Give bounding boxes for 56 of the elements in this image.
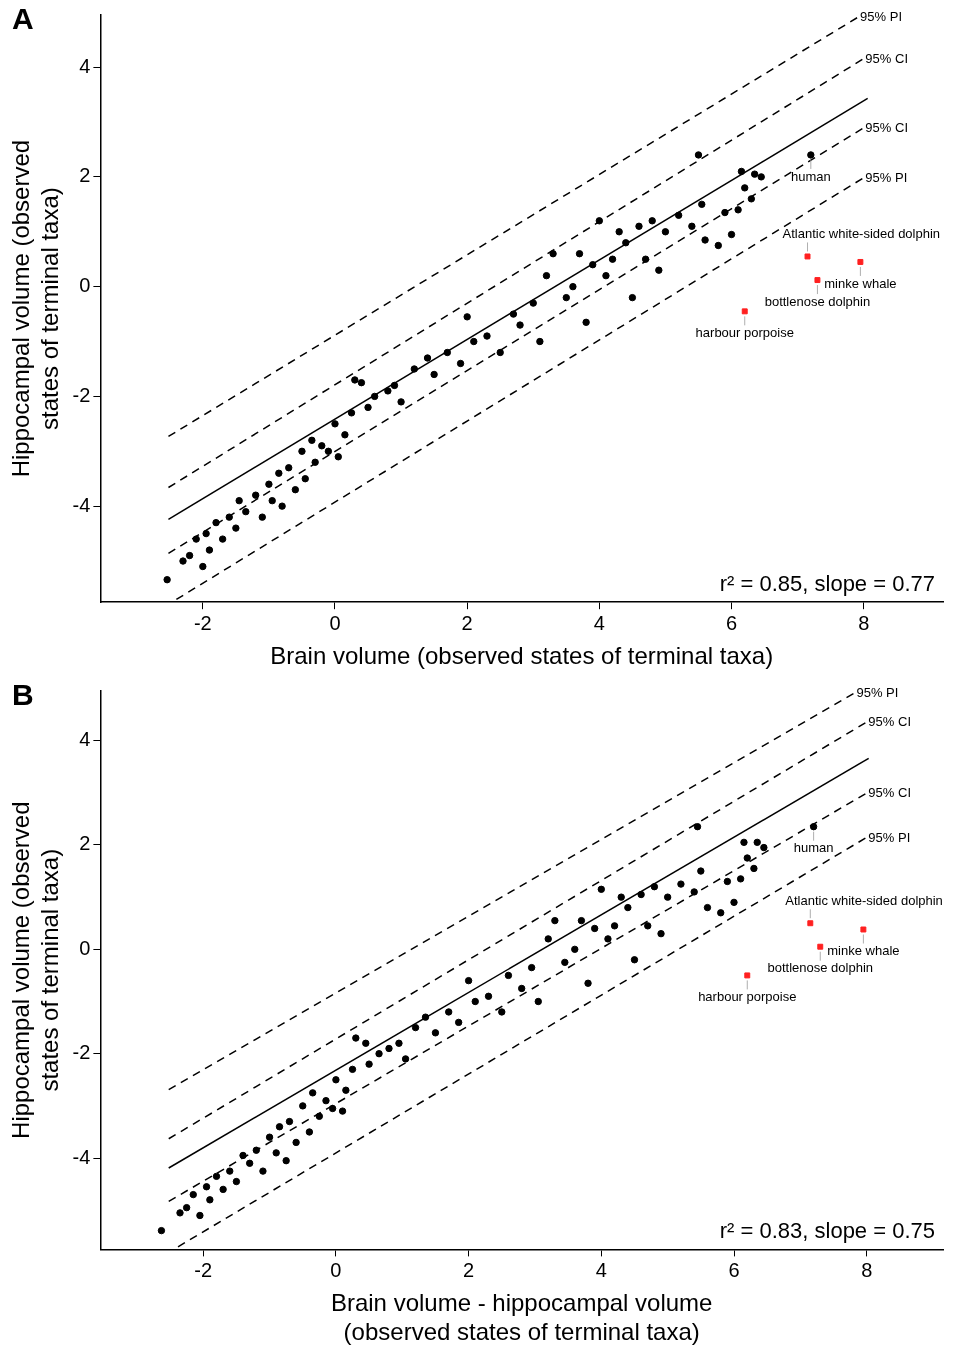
annotation: minke whale	[827, 943, 900, 959]
annotation: r² = 0.85, slope = 0.77	[719, 571, 935, 597]
y-tick-label: 4	[79, 728, 91, 751]
annotation: 95% CI	[865, 51, 909, 67]
y-axis-title: Hippocampal volume (observed states of terminal taxa)	[7, 139, 63, 478]
annotation: Atlantic white-sided dolphin	[782, 226, 941, 242]
x-tick-label: 6	[725, 611, 738, 634]
y-tick-label: 2	[79, 164, 91, 187]
annotation: human	[793, 840, 834, 856]
x-tick-label: 2	[461, 611, 473, 634]
y-tick-label: 4	[79, 54, 91, 77]
annotation: Atlantic white-sided dolphin	[785, 892, 943, 908]
x-tick-label: 0	[330, 1258, 342, 1281]
annotation: harbour porpoise	[698, 989, 797, 1004]
annotation: r² = 0.83, slope = 0.75	[719, 1218, 935, 1244]
x-tick-label: 0	[329, 611, 341, 634]
point	[814, 277, 821, 284]
x-tick-label: 4	[593, 611, 605, 634]
x-tick-label: 4	[595, 1258, 607, 1281]
annotation: 95% PI	[865, 170, 908, 186]
y-tick-label: -2	[72, 383, 91, 406]
x-tick-label: 6	[728, 1258, 740, 1281]
annotation: minke whale	[824, 275, 897, 291]
y-tick-label: -2	[72, 1041, 91, 1064]
y-axis-title: Hippocampal volume (observed states of terminal taxa)	[7, 801, 63, 1139]
annotation: 95% PI	[868, 829, 911, 845]
x-tick-label: 8	[861, 1258, 873, 1281]
point	[817, 943, 824, 950]
annotation: human	[790, 168, 831, 184]
x-tick-label: 2	[463, 1258, 475, 1281]
point	[857, 258, 864, 265]
chart-title: A	[12, 2, 34, 36]
annotation: 95% CI	[865, 120, 909, 136]
y-tick-label: 0	[79, 936, 91, 959]
annotation: 95% CI	[868, 785, 912, 801]
point	[741, 308, 748, 315]
point	[860, 926, 867, 933]
x-axis-title: Brain volume (observed states of terminal taxa)	[270, 642, 774, 670]
y-tick-label: -4	[72, 1145, 91, 1168]
annotation: bottlenose dolphin	[764, 293, 871, 309]
annotation: harbour porpoise	[695, 324, 794, 340]
annotation: 95% PI	[860, 9, 903, 25]
point	[804, 253, 811, 260]
x-tick-label: 8	[858, 611, 870, 634]
annotation: 95% PI	[856, 685, 899, 701]
annotation: bottlenose dolphin	[767, 960, 874, 976]
x-tick-label: -2	[194, 1258, 213, 1281]
x-axis-title: Brain volume - hippocampal volume (observed states of terminal taxa)	[330, 1289, 713, 1346]
annotation: 95% CI	[868, 714, 912, 730]
y-tick-label: -4	[72, 493, 91, 516]
chart-title: B	[12, 678, 34, 712]
x-tick-label: -2	[193, 611, 212, 634]
y-tick-label: 2	[79, 832, 91, 855]
point	[807, 920, 814, 927]
point	[744, 972, 751, 979]
y-tick-label: 0	[79, 274, 91, 297]
